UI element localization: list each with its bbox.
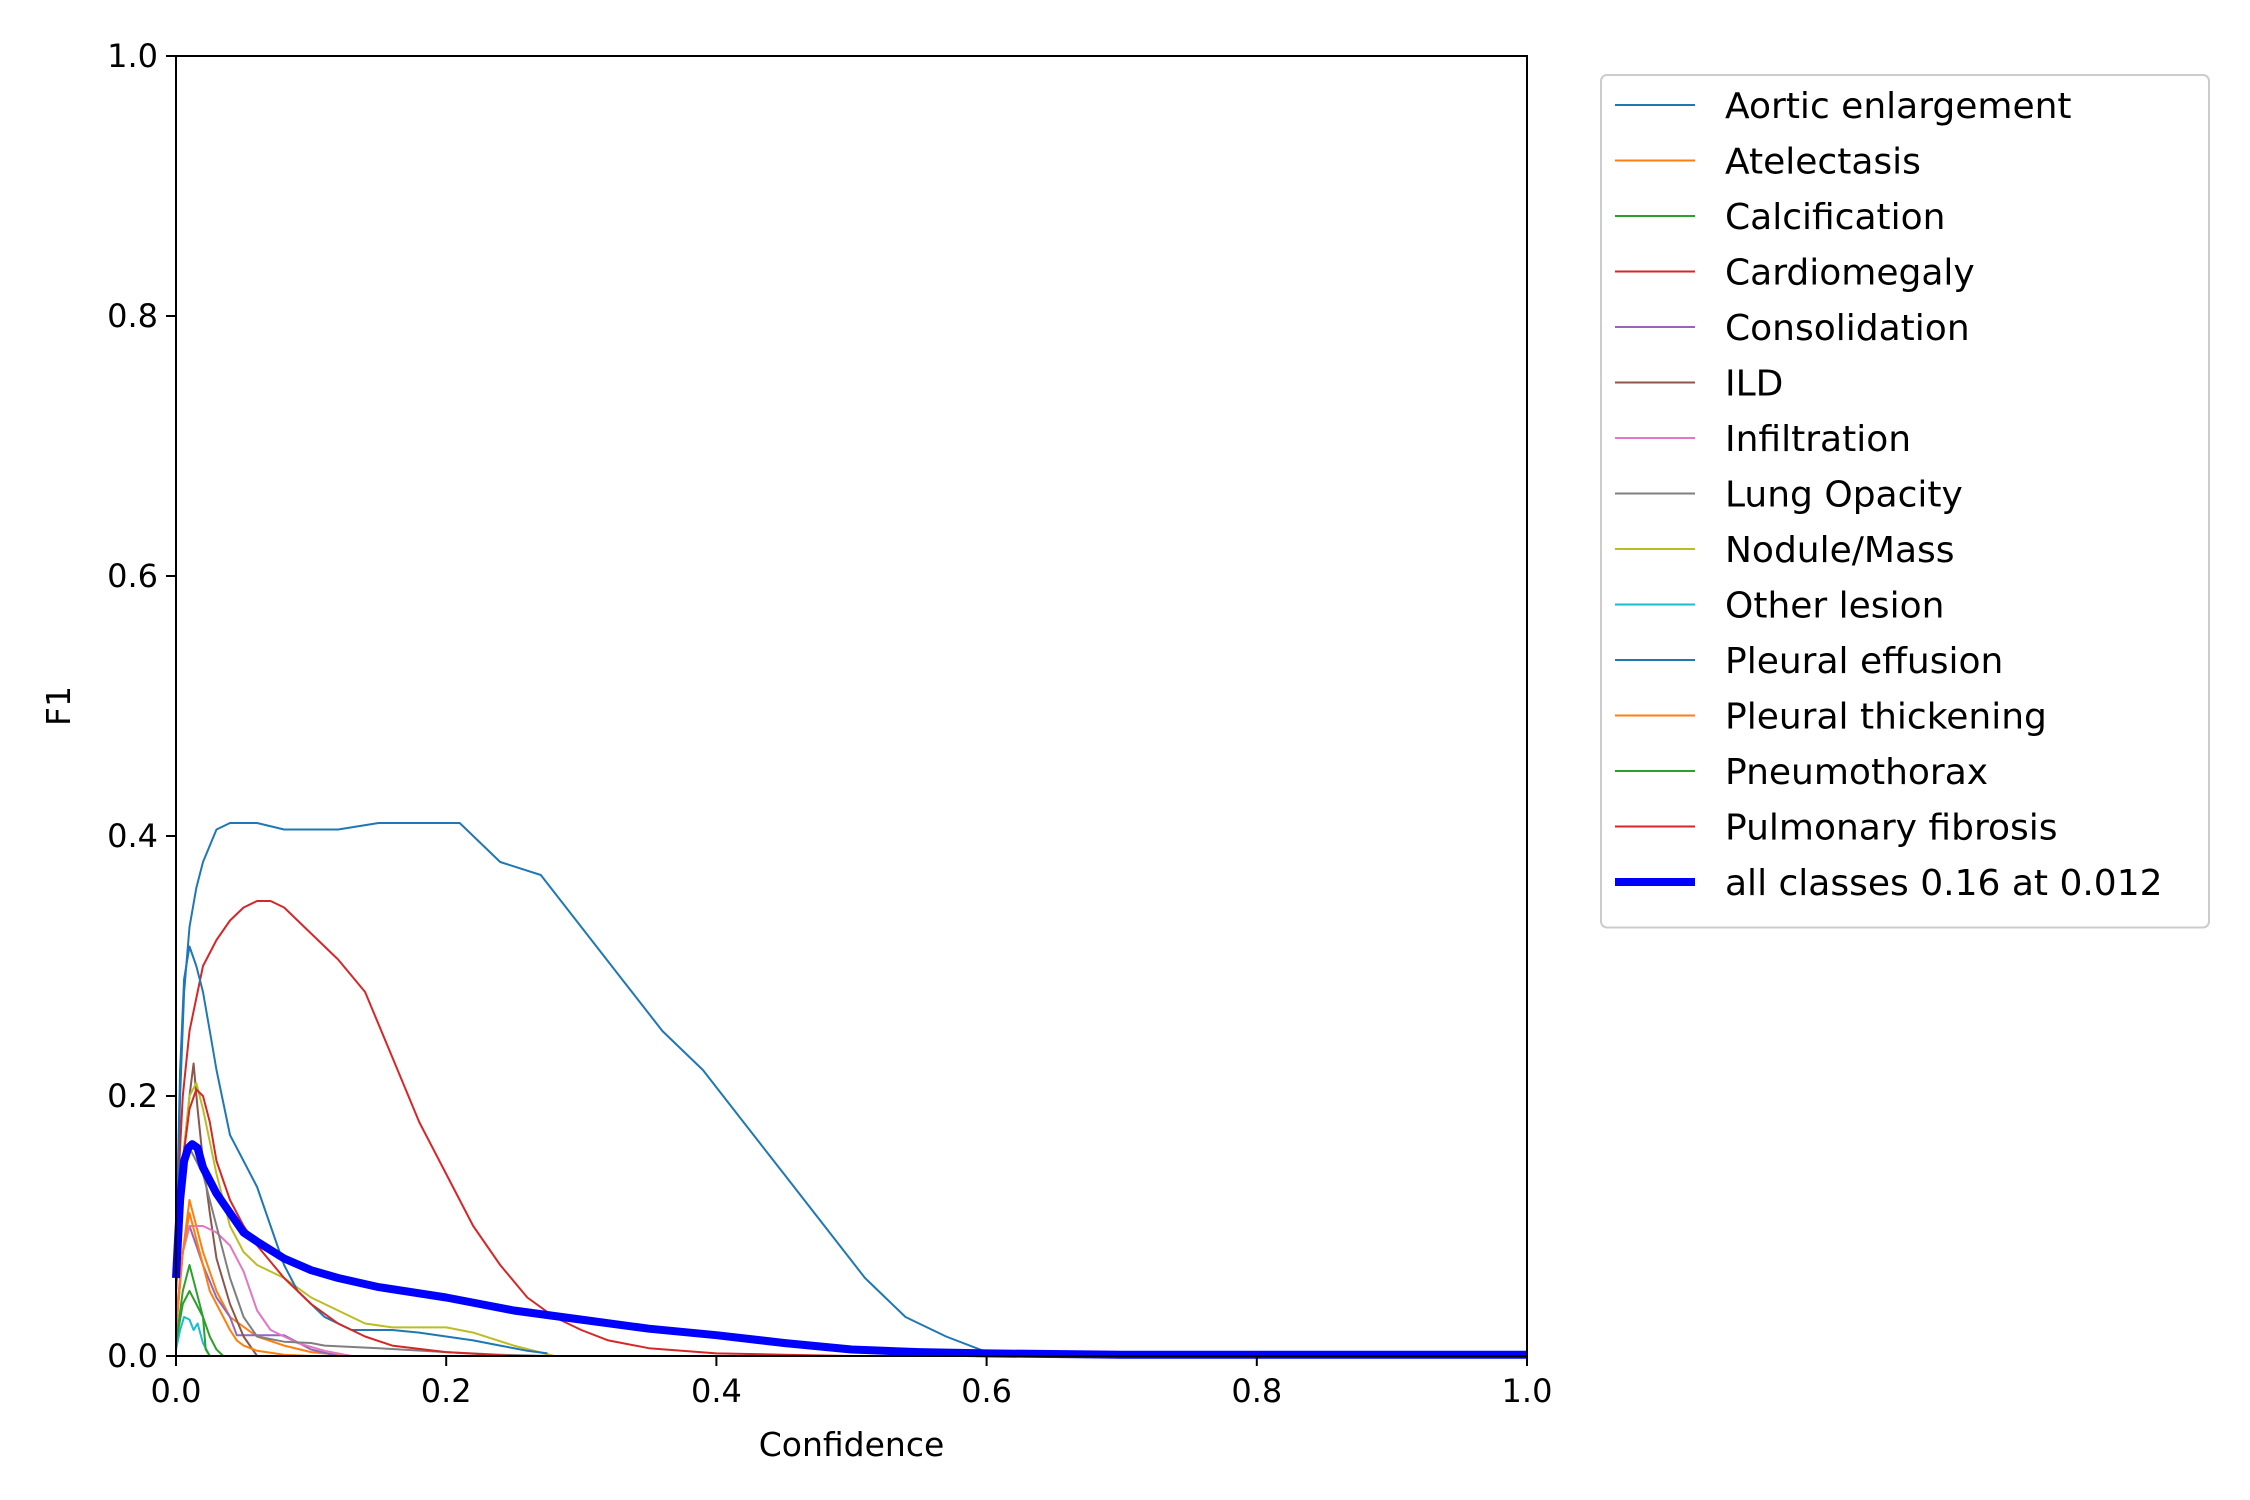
legend-label: Nodule/Mass	[1725, 530, 1955, 571]
legend-label: Pulmonary fibrosis	[1725, 808, 2058, 849]
legend: Aortic enlargement Atelectasis Calcificati…	[1600, 74, 2210, 929]
x-tick-label: 0.4	[691, 1372, 742, 1410]
series-line-2	[175, 1264, 224, 1357]
x-tick-label: 1.0	[1502, 1372, 1553, 1410]
legend-label: Consolidation	[1725, 308, 1970, 349]
plot-lines	[172, 822, 1527, 1359]
x-tick-label: 0.2	[421, 1372, 472, 1410]
series-line-0	[175, 822, 1527, 1357]
legend-label: Infiltration	[1725, 419, 1911, 460]
x-tick-label: 0.8	[1231, 1372, 1282, 1410]
legend-label: Atelectasis	[1725, 142, 1921, 183]
y-tick-label: 0.2	[107, 1077, 158, 1115]
legend-label: Aortic enlargement	[1725, 86, 2072, 127]
y-tick-label: 0.8	[107, 297, 158, 335]
y-axis: 0.0 0.2 0.4 0.6 0.8 1.0	[107, 37, 176, 1375]
legend-label: Other lesion	[1725, 586, 1944, 627]
legend-label: Lung Opacity	[1725, 475, 1963, 516]
series-line-11	[175, 1212, 312, 1357]
series-line-7	[175, 1147, 548, 1357]
series-line-14	[172, 1140, 1527, 1359]
legend-label: all classes 0.16 at 0.012	[1725, 863, 2163, 904]
series-line-10	[175, 945, 548, 1355]
y-tick-label: 0.4	[107, 817, 158, 855]
series-line-6	[175, 1225, 352, 1357]
y-tick-label: 0.6	[107, 557, 158, 595]
series-line-3	[175, 900, 852, 1357]
y-tick-label: 1.0	[107, 37, 158, 75]
series-line-1	[175, 1199, 352, 1357]
x-axis: 0.0 0.2 0.4 0.6 0.8 1.0	[151, 1356, 1553, 1410]
x-tick-label: 0.0	[151, 1372, 202, 1410]
y-tick-label: 0.0	[107, 1337, 158, 1375]
series-line-12	[175, 1290, 211, 1357]
legend-label: Pneumothorax	[1725, 752, 1988, 793]
legend-label: Pleural effusion	[1725, 641, 2003, 682]
legend-label: Cardiomegaly	[1725, 253, 1975, 294]
y-axis-label: F1	[39, 686, 78, 726]
series-line-13	[175, 1088, 514, 1357]
series-line-9	[175, 1316, 211, 1357]
legend-label: Calcification	[1725, 197, 1945, 238]
series-line-8	[175, 1082, 555, 1357]
plot-frame	[175, 55, 1528, 1357]
legend-label: Pleural thickening	[1725, 697, 2047, 738]
x-tick-label: 0.6	[961, 1372, 1012, 1410]
legend-label: ILD	[1725, 364, 1783, 405]
x-axis-label: Confidence	[759, 1425, 945, 1464]
legend-box	[1600, 74, 2210, 929]
